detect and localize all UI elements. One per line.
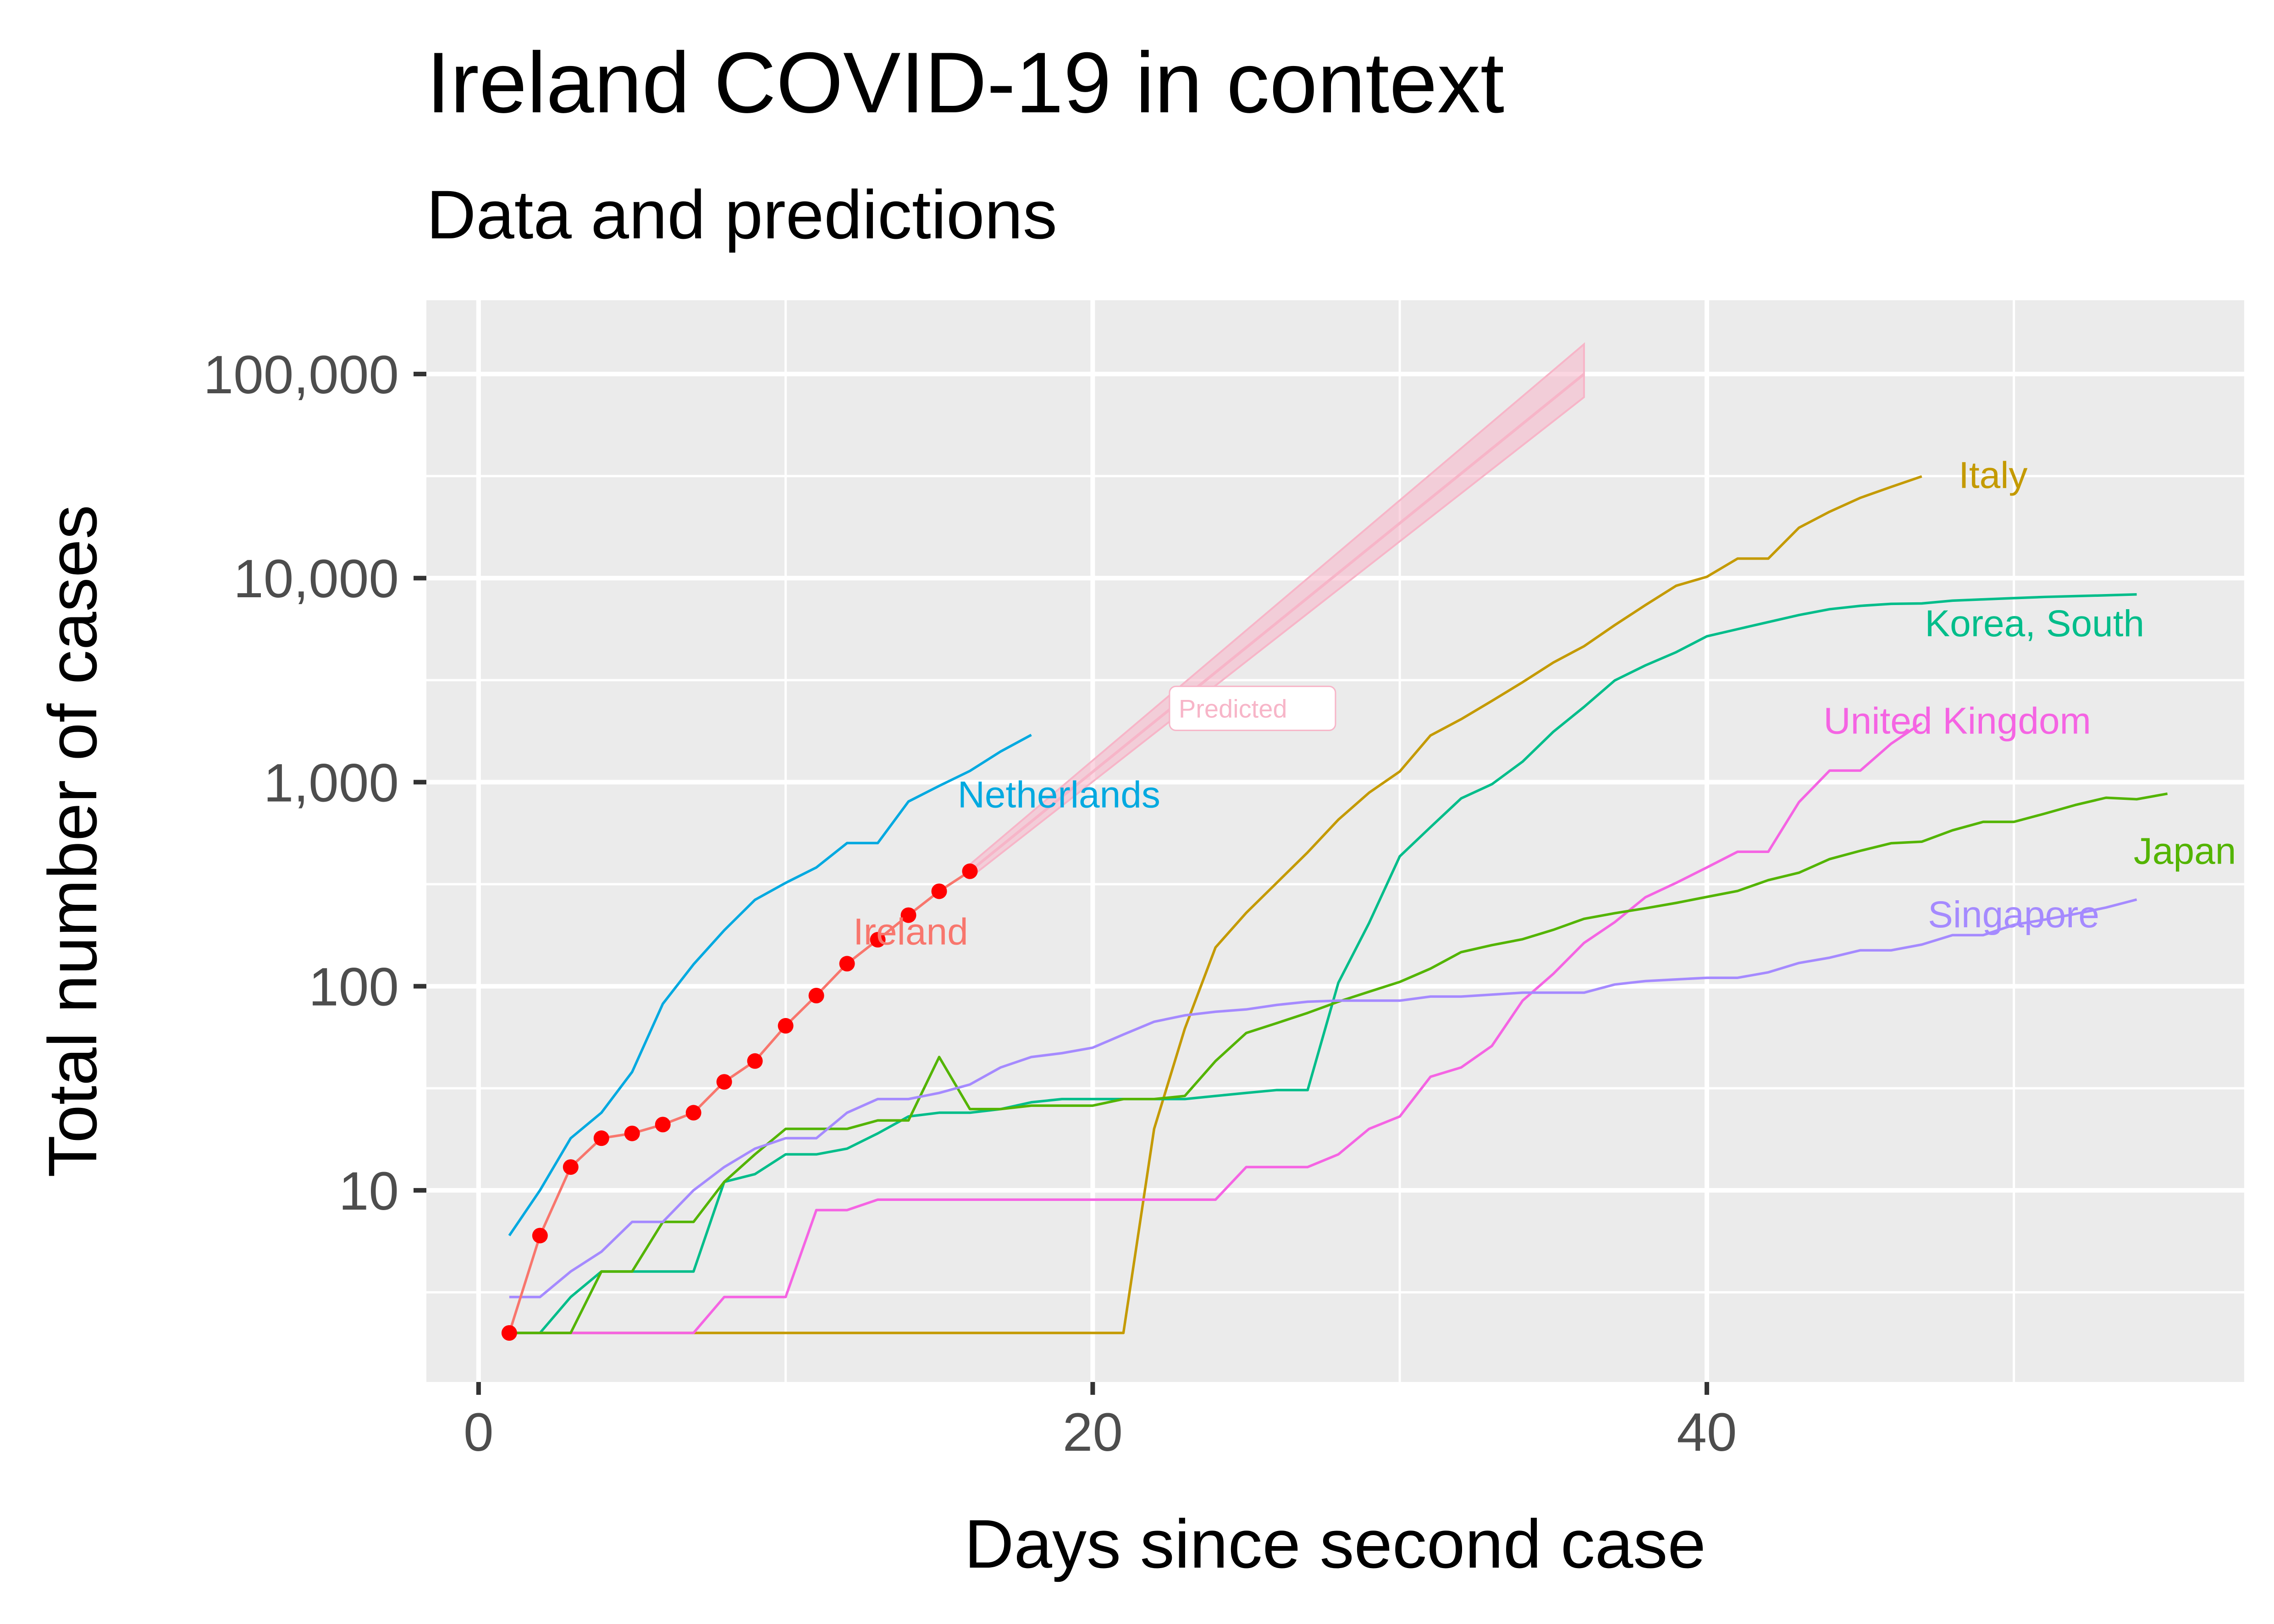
series-line-korea-south: [509, 593, 2137, 1334]
x-tick-label: 20: [1063, 1402, 1123, 1463]
data-point-ireland: [655, 1117, 671, 1133]
data-point-ireland: [962, 863, 978, 879]
y-axis-label: Total number of cases: [34, 505, 111, 1177]
y-axis: 10 100 1,000 10,000 100,000: [203, 345, 426, 1222]
data-point-ireland: [532, 1228, 548, 1244]
data-point-ireland: [808, 988, 824, 1004]
data-point-ireland: [685, 1105, 701, 1121]
series-label-united-kingdom: United Kingdom: [1823, 700, 2091, 742]
data-point-ireland: [931, 883, 947, 899]
ireland-points: [501, 863, 978, 1341]
prediction-label-box: [1169, 685, 1336, 731]
series-line-netherlands: [508, 733, 1032, 1237]
plot-panel: [426, 300, 2244, 1382]
y-tick-label: 10,000: [233, 549, 399, 609]
data-point-ireland: [563, 1159, 579, 1175]
prediction-interval: [969, 342, 1585, 880]
x-axis-label: Days since second case: [964, 1505, 1706, 1582]
series-line-united-kingdom: [509, 722, 1923, 1334]
data-point-ireland: [593, 1130, 609, 1146]
prediction-label: Predicted: [1179, 694, 1287, 723]
series-lines: [508, 475, 2168, 1334]
data-point-ireland: [624, 1125, 640, 1141]
y-tick-label: 10: [339, 1161, 399, 1222]
chart-subtitle: Data and predictions: [426, 176, 1057, 253]
y-tick-label: 100: [309, 957, 399, 1018]
data-point-ireland: [778, 1018, 794, 1034]
data-point-ireland: [900, 907, 916, 923]
data-point-ireland: [501, 1325, 517, 1341]
series-line-ireland: [508, 870, 971, 1333]
series-labels: Netherlands Italy Korea, South United Kingd…: [853, 454, 2236, 952]
series-line-singapore: [509, 898, 2137, 1299]
data-point-ireland: [870, 932, 886, 948]
chart-title: Ireland COVID-19 in context: [426, 34, 1504, 131]
series-label-netherlands: Netherlands: [958, 774, 1160, 815]
y-tick-label: 1,000: [264, 753, 399, 813]
data-point-ireland: [747, 1053, 763, 1069]
x-axis: 0 20 40: [464, 1382, 1737, 1463]
series-label-singapore: Singapore: [1928, 894, 2099, 936]
x-tick-label: 0: [464, 1402, 494, 1463]
x-tick-label: 40: [1677, 1402, 1737, 1463]
series-label-japan: Japan: [2134, 831, 2236, 872]
prediction-band: [969, 342, 1585, 880]
data-point-ireland: [839, 956, 855, 972]
series-label-ireland: Ireland: [853, 911, 968, 953]
series-label-korea-south: Korea, South: [1925, 603, 2144, 644]
prediction-line: [969, 373, 1585, 873]
y-tick-label: 100,000: [203, 345, 399, 405]
series-line-italy: [509, 475, 1922, 1334]
series-label-italy: Italy: [1959, 454, 2027, 496]
data-point-ireland: [716, 1074, 732, 1090]
